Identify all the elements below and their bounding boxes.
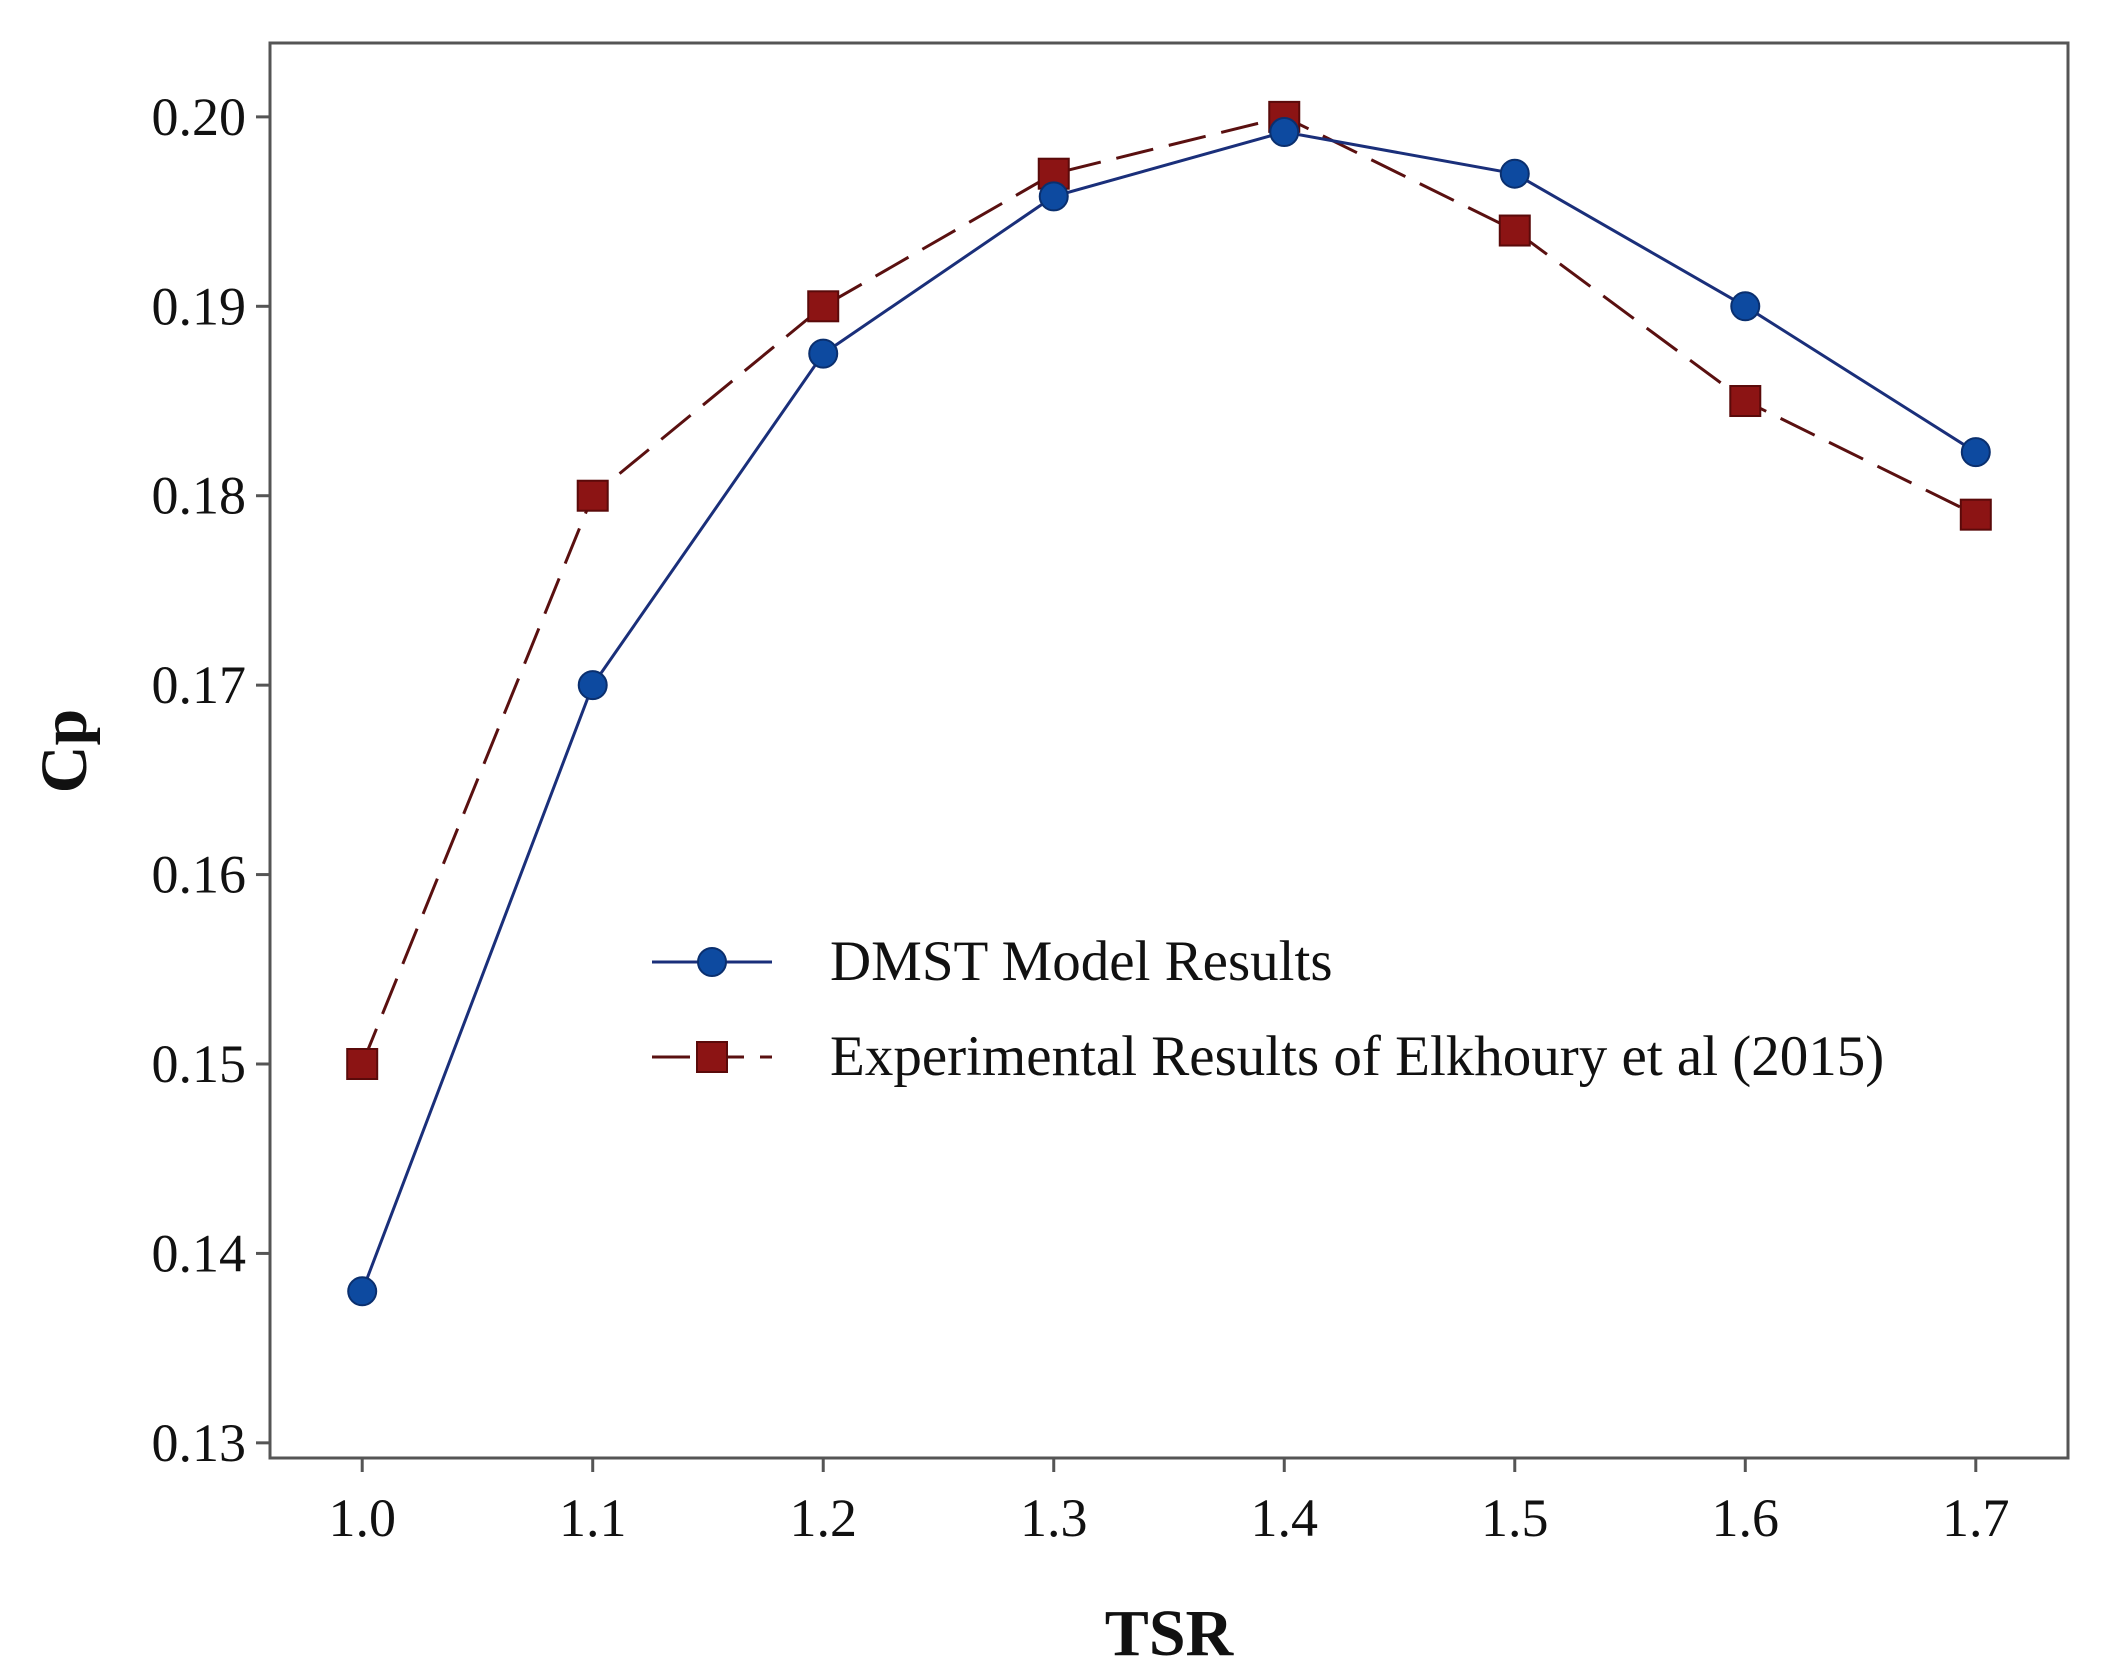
dmst-series-line [360, 130, 1977, 1292]
legend: DMST Model Results Experimental Results o… [652, 930, 1884, 1088]
experimental-point [807, 290, 840, 323]
y-tick-label: 0.17 [152, 655, 247, 715]
legend-experimental-label: Experimental Results of Elkhoury et al (… [830, 1025, 1884, 1088]
x-axis-title: TSR [1105, 1597, 1235, 1670]
dmst-point [1038, 181, 1069, 212]
legend-dmst-label: DMST Model Results [830, 930, 1333, 993]
x-tick-label: 1.1 [559, 1488, 627, 1548]
y-tick-label: 0.19 [152, 276, 247, 336]
x-tick-label: 1.7 [1942, 1488, 2010, 1548]
experimental-series-line [360, 115, 1977, 1065]
y-tick-label: 0.18 [152, 466, 247, 526]
x-axis-ticks: 1.0 1.1 1.2 1.3 1.4 1.5 1.6 1.7 [328, 1458, 2010, 1548]
x-tick-label: 1.0 [328, 1488, 396, 1548]
plot-frame [268, 41, 2070, 1460]
dmst-point [1269, 117, 1300, 148]
x-tick-label: 1.4 [1251, 1488, 1319, 1548]
experimental-point [346, 1047, 379, 1080]
x-tick-label: 1.5 [1481, 1488, 1549, 1548]
y-axis-title: Cp [28, 709, 101, 793]
x-tick-label: 1.3 [1020, 1488, 1088, 1548]
legend-dmst-marker [697, 947, 727, 977]
y-axis-ticks: 0.13 0.14 0.15 0.16 0.17 0.18 0.19 0.20 [152, 87, 270, 1473]
y-tick-label: 0.20 [152, 87, 247, 147]
legend-experimental-marker [696, 1041, 728, 1073]
dmst-point [1730, 291, 1761, 322]
experimental-point [1729, 385, 1762, 418]
experimental-point [1498, 214, 1531, 247]
series-layer [346, 100, 1992, 1307]
dmst-point [808, 338, 839, 369]
y-tick-label: 0.16 [152, 845, 247, 905]
dmst-point [1499, 158, 1530, 189]
experimental-point [1959, 498, 1992, 531]
experimental-point [576, 479, 609, 512]
x-tick-label: 1.2 [789, 1488, 857, 1548]
y-tick-label: 0.15 [152, 1034, 247, 1094]
dmst-point [347, 1276, 378, 1307]
y-tick-label: 0.13 [152, 1413, 247, 1473]
x-tick-label: 1.6 [1712, 1488, 1780, 1548]
dmst-point [1960, 437, 1991, 468]
dmst-point [577, 670, 608, 701]
y-tick-label: 0.14 [152, 1223, 247, 1283]
